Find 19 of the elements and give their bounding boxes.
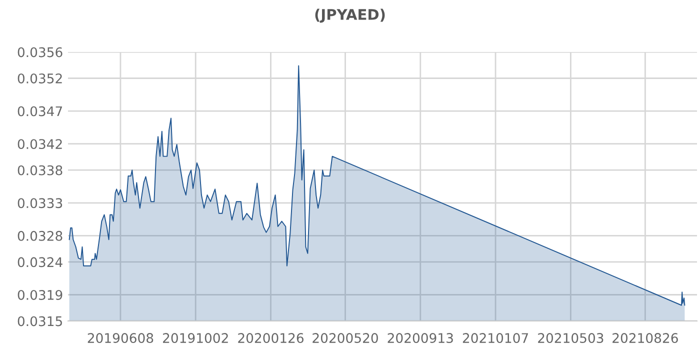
y-tick-label: 0.0319 (18, 290, 62, 300)
y-tick-label: 0.0315 (18, 316, 62, 326)
x-tick-label: 20210503 (538, 333, 604, 344)
x-tick-label: 20210107 (462, 333, 528, 344)
y-tick-label: 0.0352 (18, 73, 62, 84)
x-tick-label: 20210826 (612, 333, 678, 344)
x-tick-label: 20190608 (88, 333, 154, 344)
y-tick-label: 0.0356 (18, 47, 62, 58)
y-tick-label: 0.0328 (18, 230, 62, 241)
y-tick-label: 0.0324 (18, 257, 62, 268)
chart-title: (JPYAED) (315, 8, 385, 23)
y-tick-label: 0.0338 (18, 165, 62, 176)
x-tick-label: 20191002 (163, 333, 228, 344)
x-tick-label: 20200126 (238, 333, 304, 344)
y-tick-label: 0.0342 (18, 139, 62, 150)
y-tick-label: 0.0333 (18, 198, 62, 208)
x-tick-label: 20200913 (388, 333, 453, 344)
y-tick-label: 0.0347 (18, 106, 62, 116)
x-tick-label: 20200520 (312, 333, 378, 344)
